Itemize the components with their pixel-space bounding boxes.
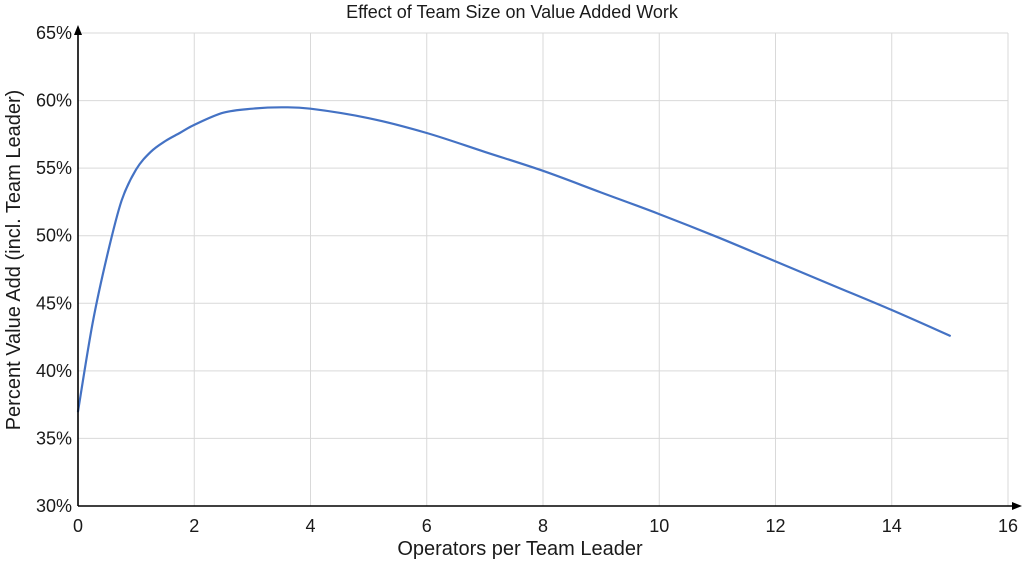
y-tick-label: 45%	[36, 293, 72, 313]
grid-layer	[78, 32, 1009, 506]
x-tick-label: 0	[73, 516, 83, 536]
y-tick-label: 65%	[36, 23, 72, 43]
x-tick-label: 4	[305, 516, 315, 536]
x-axis-title: Operators per Team Leader	[397, 538, 643, 560]
y-tick-label: 55%	[36, 158, 72, 178]
axes-layer	[74, 25, 1022, 510]
y-tick-label: 35%	[36, 428, 72, 448]
x-tick-label: 10	[649, 516, 669, 536]
x-tick-label: 16	[998, 516, 1018, 536]
y-tick-label: 60%	[36, 91, 72, 111]
x-tick-label: 8	[538, 516, 548, 536]
y-axis-arrow-icon	[74, 25, 82, 35]
y-tick-label: 50%	[36, 226, 72, 246]
y-axis-title: Percent Value Add (incl. Team Leader)	[3, 90, 25, 431]
series-line	[76, 106, 951, 413]
series-layer	[76, 106, 951, 413]
y-tick-label: 40%	[36, 361, 72, 381]
x-axis-arrow-icon	[1012, 502, 1022, 510]
x-tick-label: 12	[765, 516, 785, 536]
x-tick-label: 14	[882, 516, 902, 536]
tick-labels: 0 2 4 6 8 10 12 14 16 30% 35% 40% 45% 50% 55% 60% 65%	[36, 23, 1018, 536]
y-tick-label: 30%	[36, 496, 72, 516]
x-tick-label: 6	[422, 516, 432, 536]
chart-title: Effect of Team Size on Value Added Work	[346, 2, 679, 22]
x-tick-label: 2	[189, 516, 199, 536]
